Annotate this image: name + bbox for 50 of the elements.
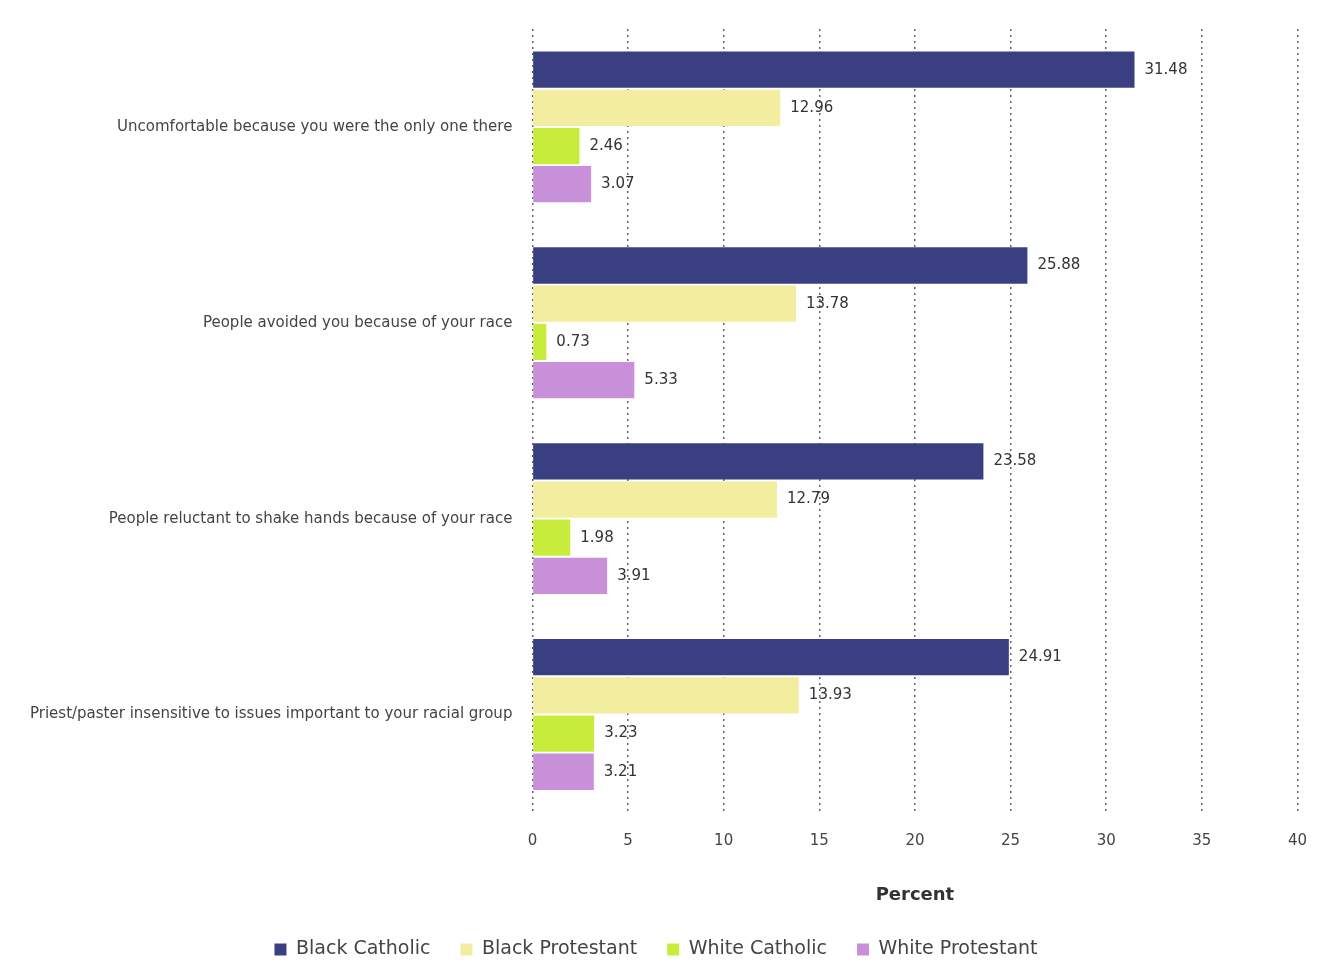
x-tick-label: 0 — [527, 831, 538, 850]
data-label: 25.88 — [1037, 255, 1081, 274]
bar — [533, 323, 547, 361]
legend-label: Black Protestant — [481, 936, 638, 959]
bar — [533, 519, 571, 556]
x-tick-label: 35 — [1192, 831, 1212, 850]
x-tick-label: 25 — [1001, 831, 1021, 850]
y-tick-label: People reluctant to shake hands because of your race — [108, 508, 513, 527]
data-label: 13.93 — [808, 685, 852, 704]
bar — [533, 361, 635, 399]
y-tick-label: Uncomfortable because you were the only one there — [117, 116, 513, 135]
data-label: 0.73 — [556, 331, 590, 350]
bar — [533, 443, 984, 480]
bar — [533, 715, 595, 752]
bar — [533, 89, 781, 126]
bar — [533, 127, 580, 165]
bar — [533, 639, 1009, 676]
data-label: 23.58 — [993, 451, 1037, 470]
legend-label: White Catholic — [688, 936, 827, 959]
bar — [533, 247, 1028, 284]
legend-label: White Protestant — [878, 936, 1038, 959]
x-tick-label: 20 — [905, 831, 925, 850]
data-label: 3.23 — [604, 723, 638, 742]
data-label: 12.96 — [790, 97, 834, 116]
data-label: 5.33 — [644, 369, 678, 388]
y-tick-label: People avoided you because of your race — [202, 312, 513, 331]
bar — [533, 753, 594, 790]
data-label: 3.91 — [617, 565, 651, 584]
data-label: 31.48 — [1144, 59, 1188, 78]
data-label: 12.79 — [787, 489, 830, 508]
x-tick-label: 5 — [623, 831, 633, 850]
bar — [533, 481, 778, 518]
data-label: 2.46 — [589, 135, 623, 154]
data-label: 3.21 — [603, 761, 638, 780]
data-label: 13.78 — [805, 293, 849, 312]
x-axis-title: Percent — [875, 882, 955, 904]
bar — [533, 677, 799, 714]
x-tick-label: 30 — [1096, 831, 1116, 850]
data-label: 1.98 — [580, 527, 614, 546]
x-tick-label: 10 — [714, 831, 734, 850]
legend-label: Black Catholic — [295, 936, 431, 959]
bar — [533, 51, 1135, 88]
x-tick-label: 15 — [809, 831, 829, 850]
data-label: 24.91 — [1018, 647, 1062, 666]
bar — [533, 557, 608, 595]
y-tick-label: Priest/paster insensitive to issues important to your racial group — [30, 704, 513, 723]
data-label: 3.07 — [601, 174, 635, 193]
bar — [533, 285, 796, 322]
bar — [533, 166, 592, 203]
x-tick-label: 40 — [1287, 831, 1307, 850]
